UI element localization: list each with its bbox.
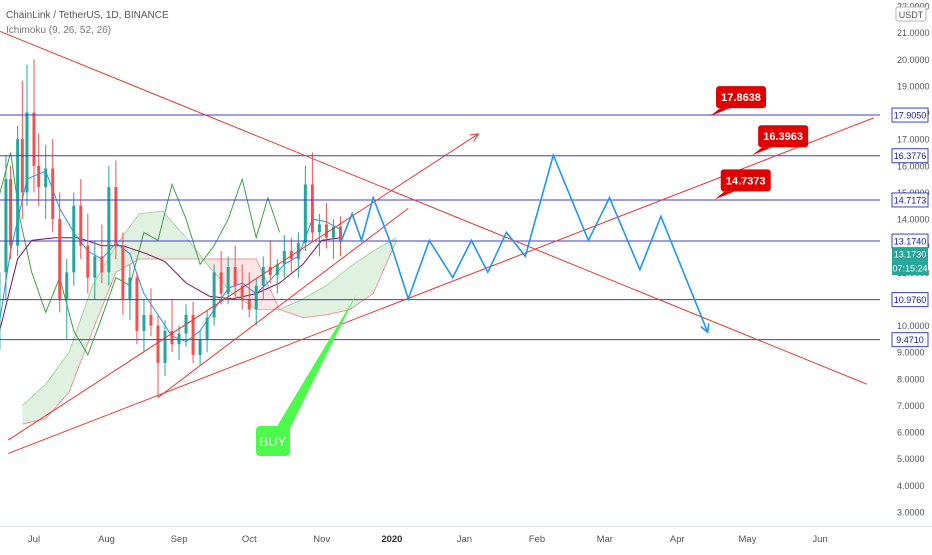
time-tick-label: Mar xyxy=(597,534,613,545)
price-tick-label: 5.0000 xyxy=(897,454,925,464)
candle xyxy=(16,126,19,256)
candle-body xyxy=(51,168,54,219)
price-level-tag-label: 13.1740 xyxy=(894,237,927,247)
callout-label: 16.3963 xyxy=(763,131,803,143)
candle xyxy=(213,264,216,325)
candle-body xyxy=(227,267,230,294)
candle-body xyxy=(164,331,167,363)
indicator-label: Ichimoku (9, 26, 52, 26) xyxy=(6,25,111,36)
price-level-tag-label: 17.9050 xyxy=(894,111,927,121)
candle-body xyxy=(178,334,181,345)
candle-body xyxy=(283,251,286,264)
candle-body xyxy=(79,206,82,246)
time-tick-label: Nov xyxy=(313,534,330,545)
time-tick-label: Aug xyxy=(98,534,115,545)
price-tick-label: 17.0000 xyxy=(897,135,930,145)
price-tick-label: 3.0000 xyxy=(897,508,925,518)
time-tick-label: Oct xyxy=(242,534,257,545)
time-tick-label: Jul xyxy=(28,534,40,545)
candle-body xyxy=(72,206,75,273)
price-level-tag[interactable]: 17.9050 xyxy=(892,108,928,122)
candle xyxy=(72,192,75,285)
price-tick-label: 10.0000 xyxy=(897,321,930,331)
callout-label: 14.7373 xyxy=(726,175,766,187)
candle-body xyxy=(206,318,209,339)
current-price-label: 13.1730 xyxy=(894,250,927,260)
candle-body xyxy=(37,166,40,187)
candle-body xyxy=(128,278,131,299)
symbol-title: ChainLink / TetherUS, 1D, BINANCE xyxy=(6,10,169,21)
candle-body xyxy=(220,272,223,293)
candle-body xyxy=(234,267,237,286)
price-level-tag-label: 9.4710 xyxy=(896,335,924,345)
candle-body xyxy=(114,187,117,246)
candle-body xyxy=(156,326,159,363)
price-tick-label: 20.0000 xyxy=(897,55,930,65)
candle-body xyxy=(100,256,103,272)
time-tick-label: Jun xyxy=(812,534,827,545)
candle-body xyxy=(248,299,251,310)
candle-body xyxy=(199,339,202,355)
price-level-tag[interactable]: 14.7173 xyxy=(892,193,928,207)
price-tick-label: 7.0000 xyxy=(897,401,925,411)
price-level-tag-label: 16.3776 xyxy=(894,151,927,161)
price-tick-label: 8.0000 xyxy=(897,374,925,384)
candle-body xyxy=(25,113,28,193)
candle-body xyxy=(311,184,314,232)
currency-badge: USDT xyxy=(896,7,926,21)
price-tick-label: 6.0000 xyxy=(897,428,925,438)
candle-body xyxy=(4,179,7,272)
countdown-label: 07:15:24 xyxy=(892,264,927,274)
candle xyxy=(9,166,12,259)
candle-body xyxy=(142,315,145,331)
time-tick-label: 2020 xyxy=(381,534,402,545)
price-level-tag[interactable]: 13.1740 xyxy=(892,234,928,248)
candle-body xyxy=(325,224,328,237)
candle-body xyxy=(65,272,68,299)
current-price-tag[interactable]: 13.1730 07:15:24 xyxy=(892,247,928,275)
candle-body xyxy=(121,246,124,299)
candle-body xyxy=(213,272,216,317)
candle-body xyxy=(318,224,321,232)
callout-label: 17.8638 xyxy=(721,92,761,104)
candle-body xyxy=(58,219,61,299)
candle-body xyxy=(16,139,19,246)
price-level-tag[interactable]: 16.3776 xyxy=(892,149,928,163)
price-tick-label: 14.0000 xyxy=(897,215,930,225)
candle-body xyxy=(21,139,24,192)
candle-body xyxy=(255,286,258,310)
price-tick-label: 21.0000 xyxy=(897,28,930,38)
price-level-tag[interactable]: 10.9760 xyxy=(892,293,928,307)
price-axis[interactable]: 3.0000 4.0000 5.0000 6.0000 7.0000 8.0000 9.00… xyxy=(880,0,932,526)
price-tick-label: 9.0000 xyxy=(897,348,925,358)
time-tick-label: Sep xyxy=(171,534,188,545)
currency-label: USDT xyxy=(899,10,924,20)
price-level-tag-label: 10.9760 xyxy=(894,295,927,305)
candle-body xyxy=(135,278,138,331)
candle-body xyxy=(86,246,89,278)
time-axis[interactable]: Jul Aug Sep Oct Nov 2020 Jan Feb Mar Apr May Jun xyxy=(0,526,932,550)
price-level-tag[interactable]: 9.4710 xyxy=(892,333,928,347)
price-level-tag-label: 14.7173 xyxy=(894,195,927,205)
candle-body xyxy=(9,179,12,246)
time-tick-label: Feb xyxy=(529,534,545,545)
price-tick-label: 4.0000 xyxy=(897,481,925,491)
price-tick-label: 19.0000 xyxy=(897,81,930,91)
candle-body xyxy=(149,315,152,326)
candle-body xyxy=(44,168,47,187)
time-tick-label: May xyxy=(739,534,757,545)
candle-body xyxy=(262,267,265,286)
time-tick-label: Jan xyxy=(457,534,472,545)
buy-label: BUY xyxy=(260,434,287,449)
candle-body xyxy=(93,256,96,277)
candle-body xyxy=(304,184,307,243)
candle-body xyxy=(33,113,36,166)
time-tick-label: Apr xyxy=(670,534,685,545)
